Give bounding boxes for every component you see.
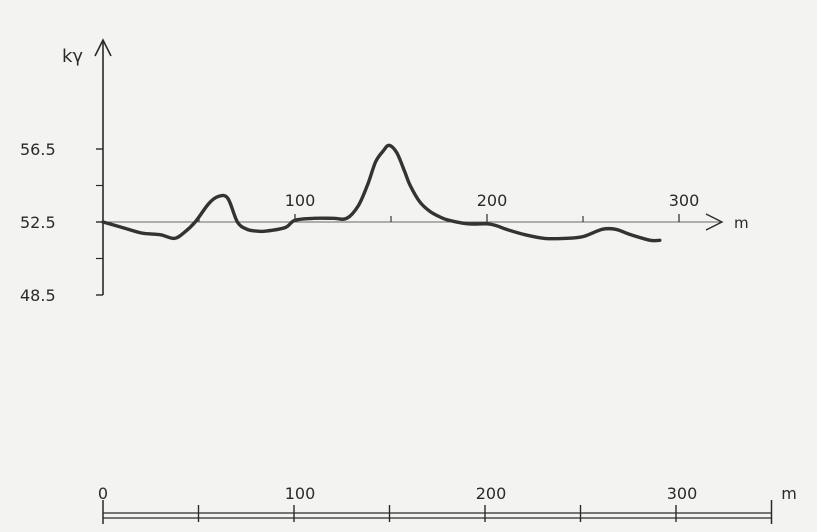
x-tick-label: 100 xyxy=(285,191,316,210)
x-tick-label: 200 xyxy=(477,191,508,210)
scale-bar: 0 100 200 300 m xyxy=(98,484,797,524)
y-axis-arrow xyxy=(94,38,112,57)
x-tick-label: 300 xyxy=(669,191,700,210)
x-axis-arrow xyxy=(705,213,724,231)
y-tick-label: 52.5 xyxy=(20,213,56,232)
y-tick-label: 56.5 xyxy=(20,140,56,159)
y-ticks: 56.5 52.5 48.5 xyxy=(20,140,103,305)
scale-bar-label: 200 xyxy=(476,484,507,503)
axes: kγ m xyxy=(62,38,749,295)
y-axis-label: kγ xyxy=(62,46,83,67)
scale-bar-label: m xyxy=(781,484,797,503)
x-axis-label: m xyxy=(734,214,749,232)
data-series-line xyxy=(101,143,662,243)
scale-bar-label: 300 xyxy=(667,484,698,503)
y-tick-label: 48.5 xyxy=(20,286,56,305)
x-ticks: 100 200 300 xyxy=(198,191,700,222)
scale-bar-label: 100 xyxy=(285,484,316,503)
scale-bar-label: 0 xyxy=(98,484,108,503)
